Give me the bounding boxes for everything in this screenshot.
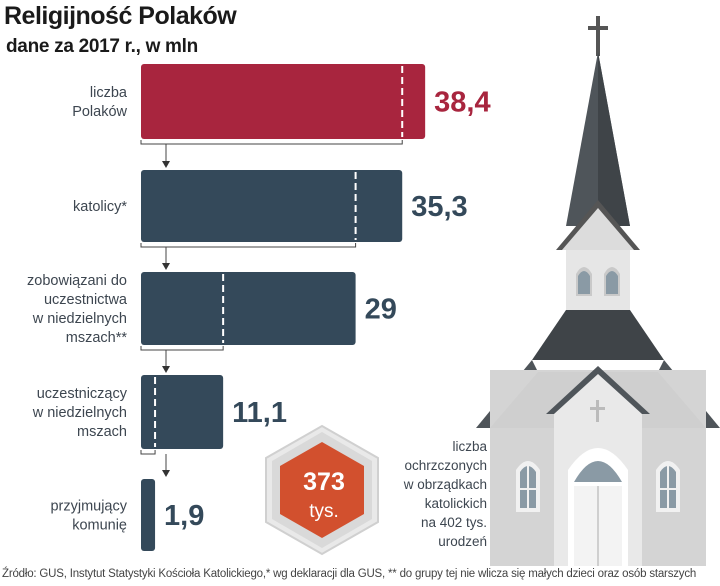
badge-value: 373 (303, 468, 345, 496)
badge-note-line-2: w obrządkach (403, 477, 487, 492)
chart-title: Religijność Polaków (4, 2, 237, 30)
badge-unit: tys. (309, 501, 339, 522)
badge-note-line-3: katolickich (425, 496, 487, 511)
value-label-1: 35,3 (411, 191, 467, 223)
badge-note-line-5: urodzeń (438, 534, 487, 549)
source-note: Źródło: GUS, Instytut Statystyki Kościoł… (2, 568, 697, 580)
badge-note-line-1: ochrzczonych (404, 458, 487, 473)
badge-note-line-4: na 402 tys. (421, 515, 487, 530)
category-label-3-2: mszach (77, 424, 127, 440)
badge-note-line-0: liczba (452, 439, 487, 454)
bar-4 (141, 479, 156, 551)
connector-bracket-2 (140, 346, 224, 351)
category-label-2-2: w niedzielnych (32, 311, 127, 327)
badge-note: liczba ochrzczonych w obrządkach katolickic… (403, 439, 488, 549)
chart-subtitle: dane za 2017 r., w mln (6, 36, 198, 57)
bar-1 (141, 170, 403, 242)
bar-2 (141, 272, 356, 345)
bar-3 (141, 375, 224, 449)
category-label-2-1: uczestnictwa (44, 292, 128, 308)
category-label-1-0: katolicy* (73, 199, 127, 215)
baptism-badge: 373 tys. (265, 424, 379, 556)
bar-0 (141, 64, 426, 139)
connector-arrow-2 (162, 366, 170, 373)
category-label-4-1: komunię (72, 518, 127, 534)
category-label-0-0: liczba (90, 85, 128, 101)
category-label-2-3: mszach** (66, 330, 128, 346)
connector-arrow-3 (162, 470, 170, 477)
category-label-3-1: w niedzielnych (32, 405, 127, 421)
connector-arrow-0 (162, 161, 170, 168)
category-label-3-0: uczestniczący (37, 386, 128, 402)
value-label-3: 11,1 (232, 397, 287, 429)
connector-bracket-0 (140, 140, 403, 145)
category-label-0-1: Polaków (72, 104, 127, 120)
connector-bracket-1 (140, 243, 357, 248)
chart: 38,4 liczba Polaków 35,3 katolicy* 29 zobowiąz… (27, 16, 720, 566)
connector-bracket-3 (140, 450, 156, 455)
church-illustration (476, 16, 720, 566)
category-label-4-0: przyjmujący (50, 499, 127, 515)
value-label-2: 29 (365, 294, 397, 326)
value-label-0: 38,4 (434, 87, 490, 119)
category-label-2-0: zobowiązani do (27, 273, 127, 289)
connector-arrow-1 (162, 263, 170, 270)
value-label-4: 1,9 (164, 500, 204, 532)
